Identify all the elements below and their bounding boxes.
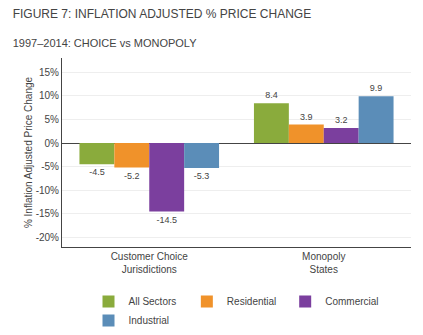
- svg-text:-5.2: -5.2: [124, 171, 140, 181]
- svg-text:15%: 15%: [39, 67, 59, 78]
- svg-text:-5.3: -5.3: [194, 171, 210, 181]
- svg-text:5%: 5%: [45, 114, 60, 125]
- svg-text:Commercial: Commercial: [325, 296, 378, 307]
- svg-text:-10%: -10%: [36, 185, 59, 196]
- svg-text:10%: 10%: [39, 90, 59, 101]
- svg-text:All Sectors: All Sectors: [129, 296, 177, 307]
- svg-text:Customer ChoiceJurisdictions: Customer ChoiceJurisdictions: [111, 251, 189, 275]
- svg-text:0%: 0%: [45, 138, 60, 149]
- svg-text:-20%: -20%: [36, 232, 59, 243]
- svg-text:-14.5: -14.5: [156, 215, 177, 225]
- svg-text:3.2: 3.2: [335, 115, 348, 125]
- svg-text:1997–2014: CHOICE vs MONOPOLY: 1997–2014: CHOICE vs MONOPOLY: [13, 37, 197, 49]
- svg-text:3.9: 3.9: [300, 112, 313, 122]
- svg-text:-5%: -5%: [41, 161, 59, 172]
- svg-text:% Inflation Adjusted Price Cha: % Inflation Adjusted Price Change: [23, 76, 34, 228]
- svg-text:-15%: -15%: [36, 208, 59, 219]
- svg-text:Industrial: Industrial: [129, 315, 170, 326]
- svg-text:9.9: 9.9: [370, 83, 383, 93]
- svg-text:Residential: Residential: [227, 296, 276, 307]
- svg-text:8.4: 8.4: [265, 90, 278, 100]
- svg-text:-4.5: -4.5: [89, 167, 105, 177]
- svg-text:MonopolyStates: MonopolyStates: [302, 251, 345, 275]
- svg-text:FIGURE 7: INFLATION ADJUSTED %: FIGURE 7: INFLATION ADJUSTED % PRICE CHA…: [13, 7, 312, 21]
